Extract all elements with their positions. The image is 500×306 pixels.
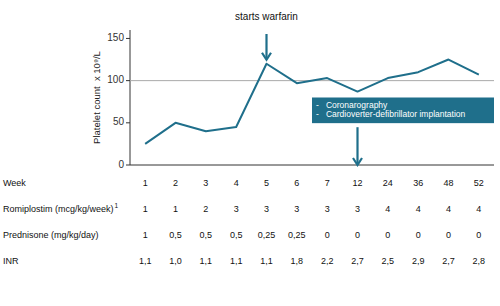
y-tick-label: 0 xyxy=(118,159,124,170)
week-label: 3 xyxy=(203,178,208,188)
week-label: 5 xyxy=(264,178,269,188)
procedure-arrow-shaft xyxy=(356,127,358,164)
y-axis-label: Platelet count x 10⁹/L xyxy=(91,51,102,144)
table-cell: 0,5 xyxy=(200,230,213,240)
week-label: 24 xyxy=(383,178,393,188)
table-cell: 1 xyxy=(143,204,148,214)
chart: 050100150Platelet count x 10⁹/Lstarts wa… xyxy=(0,0,500,306)
y-tick xyxy=(126,80,130,81)
week-label: 52 xyxy=(474,178,484,188)
table-cell: 2,2 xyxy=(321,256,334,266)
y-tick xyxy=(126,165,130,166)
table-cell: 0,5 xyxy=(230,230,243,240)
table-row-label: Prednisone (mg/kg/day) xyxy=(3,230,99,240)
table-cell: 0 xyxy=(476,230,481,240)
table-cell: 2,7 xyxy=(351,256,364,266)
table-cell: 4 xyxy=(416,204,421,214)
table-cell: 1 xyxy=(173,204,178,214)
table-cell: 1,1 xyxy=(230,256,243,266)
table-cell: 4 xyxy=(476,204,481,214)
table-cell: 0,25 xyxy=(288,230,306,240)
table-cell: 0 xyxy=(416,230,421,240)
table-cell: 0,5 xyxy=(169,230,182,240)
warfarin-arrow-shaft xyxy=(265,34,267,59)
table-cell: 0 xyxy=(355,230,360,240)
table-cell: 4 xyxy=(385,204,390,214)
plot-area xyxy=(130,60,494,144)
procedure-arrow-head xyxy=(353,158,362,165)
table-cell: 0 xyxy=(385,230,390,240)
table-cell: 1,0 xyxy=(169,256,182,266)
table-cell: 3 xyxy=(234,204,239,214)
y-tick-label: 100 xyxy=(107,74,124,85)
table-cell: 2,5 xyxy=(382,256,395,266)
week-label: 12 xyxy=(352,178,362,188)
x-axis xyxy=(130,165,494,166)
table-cell: 0 xyxy=(325,230,330,240)
table-cell: 3 xyxy=(325,204,330,214)
table-cell: 1,1 xyxy=(139,256,152,266)
y-tick-label: 150 xyxy=(107,32,124,43)
week-label: 2 xyxy=(173,178,178,188)
y-tick-label: 50 xyxy=(113,116,125,127)
y-tick xyxy=(126,122,130,123)
table-cell: 0 xyxy=(446,230,451,240)
procedure-arrow xyxy=(353,127,362,165)
table-cell: 1,1 xyxy=(200,256,213,266)
week-label: 6 xyxy=(294,178,299,188)
table-cell: 1,1 xyxy=(260,256,273,266)
table-cell: 1,8 xyxy=(291,256,304,266)
table-row-label: INR xyxy=(3,256,19,266)
table-cell: 1 xyxy=(143,230,148,240)
procedure-box xyxy=(312,98,494,124)
week-label: 48 xyxy=(443,178,453,188)
table-cell: 2,8 xyxy=(473,256,486,266)
table-cell: 0,25 xyxy=(258,230,276,240)
week-label: 1 xyxy=(143,178,148,188)
warfarin-arrow-head xyxy=(262,53,271,60)
table-row-superscript: 1 xyxy=(115,202,119,209)
week-row-label: Week xyxy=(3,178,26,188)
table-cell: 2,9 xyxy=(412,256,425,266)
table-cell: 4 xyxy=(446,204,451,214)
y-tick xyxy=(126,38,130,39)
week-label: 4 xyxy=(234,178,239,188)
table-cell: 2,7 xyxy=(442,256,455,266)
table-cell: 2 xyxy=(203,204,208,214)
procedure-text: - Cardioverter-defibrillator implantatio… xyxy=(316,109,466,119)
week-label: 36 xyxy=(413,178,423,188)
table-row-label: Romiplostim (mcg/kg/week) xyxy=(3,204,114,214)
table-cell: 3 xyxy=(264,204,269,214)
warfarin-label: starts warfarin xyxy=(235,11,298,22)
y-axis xyxy=(130,30,131,165)
table-cell: 3 xyxy=(355,204,360,214)
warfarin-arrow xyxy=(262,34,271,60)
week-label: 7 xyxy=(325,178,330,188)
table-cell: 3 xyxy=(294,204,299,214)
